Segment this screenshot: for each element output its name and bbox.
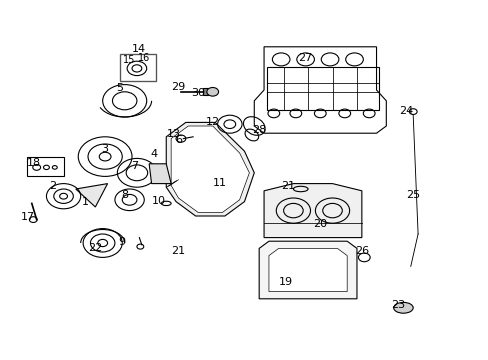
- Polygon shape: [268, 248, 346, 292]
- Polygon shape: [149, 164, 171, 184]
- Text: 13: 13: [166, 129, 180, 139]
- Text: 7: 7: [131, 161, 138, 171]
- Text: 27: 27: [298, 53, 312, 63]
- Text: 24: 24: [398, 106, 412, 116]
- Text: 14: 14: [132, 44, 146, 54]
- Polygon shape: [166, 122, 254, 216]
- Circle shape: [206, 87, 218, 96]
- Text: 8: 8: [121, 190, 128, 200]
- Text: 6: 6: [175, 135, 182, 145]
- Bar: [120, 54, 156, 81]
- Text: 20: 20: [313, 219, 326, 229]
- Text: 29: 29: [171, 82, 185, 92]
- Bar: [203, 88, 207, 95]
- Text: 22: 22: [88, 243, 102, 253]
- Bar: [266, 67, 378, 110]
- Polygon shape: [259, 241, 356, 299]
- Text: 26: 26: [354, 246, 368, 256]
- Text: 3: 3: [102, 144, 108, 154]
- Polygon shape: [254, 47, 386, 133]
- Polygon shape: [171, 126, 249, 212]
- Text: 21: 21: [281, 181, 295, 192]
- Text: 30: 30: [191, 88, 204, 98]
- Text: 16: 16: [138, 53, 150, 63]
- Bar: [27, 157, 63, 176]
- Ellipse shape: [393, 302, 412, 313]
- Polygon shape: [76, 184, 107, 207]
- Text: 12: 12: [205, 117, 219, 127]
- Text: 21: 21: [171, 246, 185, 256]
- Text: 28: 28: [251, 125, 266, 135]
- Text: 5: 5: [116, 83, 123, 93]
- Polygon shape: [264, 184, 361, 238]
- Text: 15: 15: [123, 55, 136, 66]
- Text: 1: 1: [82, 197, 89, 207]
- Text: 19: 19: [279, 276, 292, 287]
- Text: 25: 25: [406, 190, 419, 200]
- Text: 18: 18: [27, 158, 41, 168]
- Text: 4: 4: [150, 149, 157, 159]
- Text: 9: 9: [119, 237, 125, 247]
- Text: 17: 17: [21, 212, 35, 222]
- Text: 23: 23: [391, 300, 405, 310]
- Text: 11: 11: [213, 178, 226, 188]
- Text: 2: 2: [49, 181, 56, 192]
- Text: 10: 10: [152, 196, 165, 206]
